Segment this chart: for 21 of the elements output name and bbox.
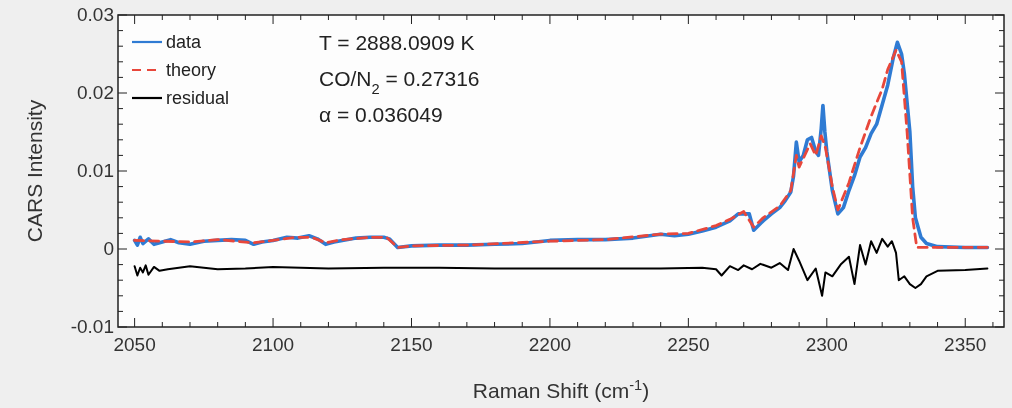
x-axis-title: Raman Shift (cm$^{-1}$) [472,377,650,402]
annotation: T = 2888.0909 K [319,31,475,54]
y-tick-label: 0.03 [77,4,114,25]
x-tick-label: 2100 [251,334,295,355]
legend-label: theory [166,60,217,80]
legend-label: data [166,32,203,52]
y-axis-title: CARS Intensity [23,99,46,243]
annotation: α = 0.036049 [319,103,443,126]
x-tick-label: 2350 [944,334,987,355]
y-tick-label: 0 [103,238,114,259]
y-tick-label: 0.01 [77,160,114,181]
x-tick-label: 2200 [528,334,572,355]
x-tick-label: 2150 [390,334,433,355]
legend-label: residual [166,88,230,108]
annotation: CO/N$_{2}$ = 0.27316 [319,67,480,97]
y-tick-label: -0.01 [70,316,114,337]
x-tick-label: 2300 [805,334,848,355]
x-tick-label: 2050 [113,334,156,355]
x-tick-label: 2250 [667,334,710,355]
line-series [133,237,989,297]
y-tick-label: 0.02 [77,82,114,103]
